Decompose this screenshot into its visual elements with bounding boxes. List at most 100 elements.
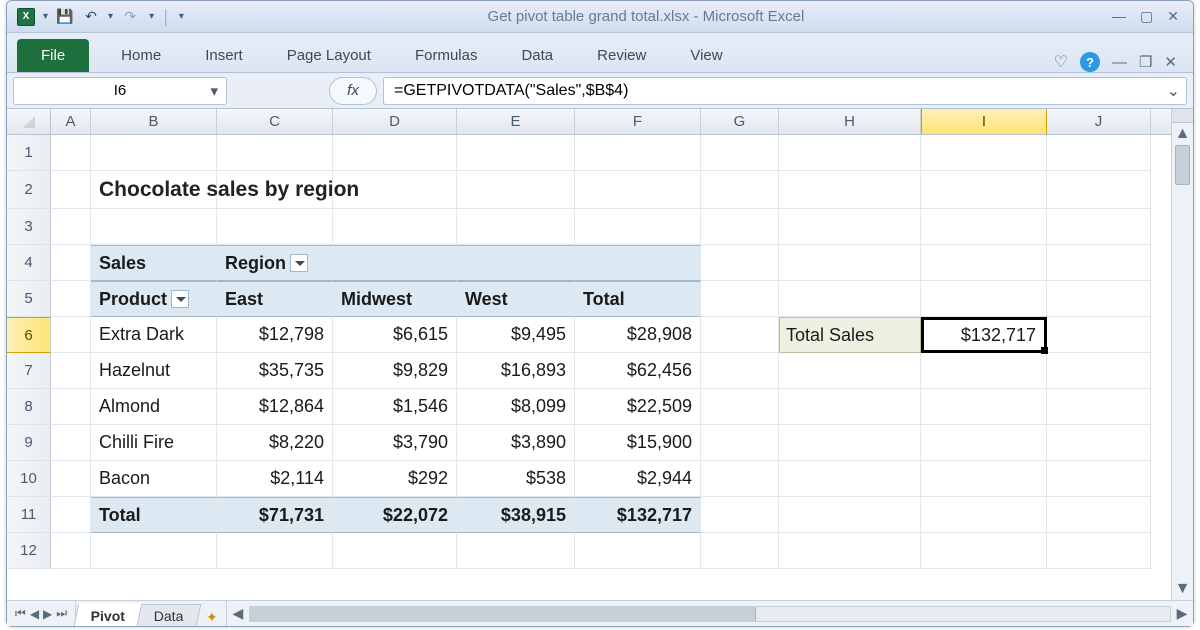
col-header[interactable]: A xyxy=(51,109,91,134)
scroll-left-icon[interactable]: ◀ xyxy=(227,605,249,622)
grid-row: 12 xyxy=(7,533,1193,569)
grid-row: 9 Chilli Fire $8,220 $3,790 $3,890 $15,9… xyxy=(7,425,1193,461)
pivot-total-value: $38,915 xyxy=(457,497,575,533)
tab-formulas[interactable]: Formulas xyxy=(393,39,500,72)
name-box[interactable]: I6 ▾ xyxy=(13,77,227,105)
row-header[interactable]: 2 xyxy=(7,171,51,209)
close-icon[interactable]: ✕ xyxy=(1167,8,1179,25)
formula-bar: I6 ▾ fx =GETPIVOTDATA("Sales",$B$4) ⌄ xyxy=(7,73,1193,109)
tab-view[interactable]: View xyxy=(668,39,744,72)
pivot-total-value: $71,731 xyxy=(217,497,333,533)
split-box-icon[interactable] xyxy=(1172,109,1194,123)
scroll-up-icon[interactable]: ▲ xyxy=(1172,123,1193,145)
qat-dropdown-icon[interactable]: ▾ xyxy=(43,11,48,22)
column-headers: A B C D E F G H I J xyxy=(7,109,1193,135)
row-header[interactable]: 6 xyxy=(7,317,51,353)
scroll-track[interactable] xyxy=(1172,145,1193,578)
col-header[interactable]: C xyxy=(217,109,333,134)
pivot-region-label[interactable]: Region xyxy=(217,245,333,281)
save-icon[interactable]: 💾 xyxy=(56,8,74,26)
sheet-tab[interactable]: Data xyxy=(137,604,201,626)
row-header[interactable]: 12 xyxy=(7,533,51,569)
hscroll-thumb[interactable] xyxy=(250,607,756,621)
grid-row: 8 Almond $12,864 $1,546 $8,099 $22,509 xyxy=(7,389,1193,425)
workbook-restore-icon[interactable]: ❐ xyxy=(1139,53,1152,71)
row-header[interactable]: 8 xyxy=(7,389,51,425)
undo-icon[interactable]: ↶ xyxy=(82,8,100,26)
grid-row: 11 Total $71,731 $22,072 $38,915 $132,71… xyxy=(7,497,1193,533)
formula-expand-icon[interactable]: ⌄ xyxy=(1167,81,1180,101)
qat-more-icon[interactable]: ▾ xyxy=(149,11,154,22)
help-icon[interactable]: ? xyxy=(1080,52,1100,72)
grid-row: 10 Bacon $2,114 $292 $538 $2,944 xyxy=(7,461,1193,497)
tab-page-layout[interactable]: Page Layout xyxy=(265,39,393,72)
col-header[interactable]: B xyxy=(91,109,217,134)
row-header[interactable]: 4 xyxy=(7,245,51,281)
workbook-minimize-icon[interactable]: — xyxy=(1112,54,1127,71)
pivot-row-label: Extra Dark xyxy=(91,317,217,353)
col-header[interactable]: I xyxy=(921,109,1047,134)
row-header[interactable]: 1 xyxy=(7,135,51,171)
row-header[interactable]: 7 xyxy=(7,353,51,389)
sheet-tabs: Pivot Data ✦ xyxy=(76,601,226,626)
grid-row: 1 xyxy=(7,135,1193,171)
pivot-value: $6,615 xyxy=(333,317,457,353)
fx-button[interactable]: fx xyxy=(329,77,377,105)
sheet-nav: ⏮ ◀ ▶ ⏭ xyxy=(7,601,76,626)
ribbon-minimize-icon[interactable]: ♡ xyxy=(1054,52,1068,72)
row-header[interactable]: 5 xyxy=(7,281,51,317)
col-header[interactable]: F xyxy=(575,109,701,134)
row-header[interactable]: 3 xyxy=(7,209,51,245)
name-box-dropdown-icon[interactable]: ▾ xyxy=(210,82,218,100)
horizontal-scrollbar[interactable]: ◀ ▶ xyxy=(226,601,1193,626)
scroll-thumb[interactable] xyxy=(1175,145,1190,185)
hscroll-track[interactable] xyxy=(249,606,1171,622)
dropdown-icon[interactable] xyxy=(171,290,189,308)
pivot-value: $9,495 xyxy=(457,317,575,353)
pivot-value: $28,908 xyxy=(575,317,701,353)
undo-dropdown-icon[interactable]: ▾ xyxy=(108,11,113,22)
new-sheet-icon[interactable]: ✦ xyxy=(198,609,226,626)
dropdown-icon[interactable] xyxy=(290,254,308,272)
vertical-scrollbar[interactable]: ▲ ▼ xyxy=(1171,109,1193,600)
sheet-nav-next-icon[interactable]: ▶ xyxy=(43,607,52,621)
selected-cell[interactable]: $132,717 xyxy=(921,317,1047,353)
workbook-close-icon[interactable]: ✕ xyxy=(1164,53,1177,71)
excel-window: X ▾ 💾 ↶ ▾ ↷ ▾ │ ▾ Get pivot table grand … xyxy=(6,0,1194,627)
pivot-sales-label: Sales xyxy=(91,245,217,281)
fill-handle[interactable] xyxy=(1041,347,1048,354)
tab-data[interactable]: Data xyxy=(499,39,575,72)
sheet-tab-active[interactable]: Pivot xyxy=(74,603,143,626)
tab-insert[interactable]: Insert xyxy=(183,39,265,72)
name-box-value: I6 xyxy=(114,82,127,99)
col-header[interactable]: H xyxy=(779,109,921,134)
row-header[interactable]: 10 xyxy=(7,461,51,497)
scroll-right-icon[interactable]: ▶ xyxy=(1171,605,1193,622)
col-header[interactable]: G xyxy=(701,109,779,134)
ribbon-tabs: File Home Insert Page Layout Formulas Da… xyxy=(7,33,1193,73)
col-header[interactable]: J xyxy=(1047,109,1151,134)
redo-icon[interactable]: ↷ xyxy=(121,8,139,26)
qat-overflow-icon[interactable]: ▾ xyxy=(179,11,184,22)
pivot-total-value: $132,717 xyxy=(575,497,701,533)
scroll-down-icon[interactable]: ▼ xyxy=(1172,578,1193,600)
col-header[interactable]: D xyxy=(333,109,457,134)
row-header[interactable]: 9 xyxy=(7,425,51,461)
sheet-nav-first-icon[interactable]: ⏮ xyxy=(15,606,26,621)
tab-file[interactable]: File xyxy=(17,39,89,72)
tab-review[interactable]: Review xyxy=(575,39,668,72)
col-header[interactable]: E xyxy=(457,109,575,134)
excel-logo-icon: X xyxy=(17,8,35,26)
window-title: Get pivot table grand total.xlsx - Micro… xyxy=(194,8,1098,25)
tab-home[interactable]: Home xyxy=(99,39,183,72)
pivot-product-label[interactable]: Product xyxy=(91,281,217,317)
formula-input[interactable]: =GETPIVOTDATA("Sales",$B$4) ⌄ xyxy=(383,77,1187,105)
minimize-icon[interactable]: — xyxy=(1112,8,1126,25)
restore-icon[interactable]: ▢ xyxy=(1140,8,1153,25)
sheet-tab-bar: ⏮ ◀ ▶ ⏭ Pivot Data ✦ ◀ ▶ xyxy=(7,600,1193,626)
select-all-corner[interactable] xyxy=(7,109,51,134)
worksheet-grid[interactable]: A B C D E F G H I J 1 2 Chocolate sales … xyxy=(7,109,1193,600)
sheet-nav-prev-icon[interactable]: ◀ xyxy=(30,607,39,621)
sheet-nav-last-icon[interactable]: ⏭ xyxy=(56,606,67,621)
row-header[interactable]: 11 xyxy=(7,497,51,533)
